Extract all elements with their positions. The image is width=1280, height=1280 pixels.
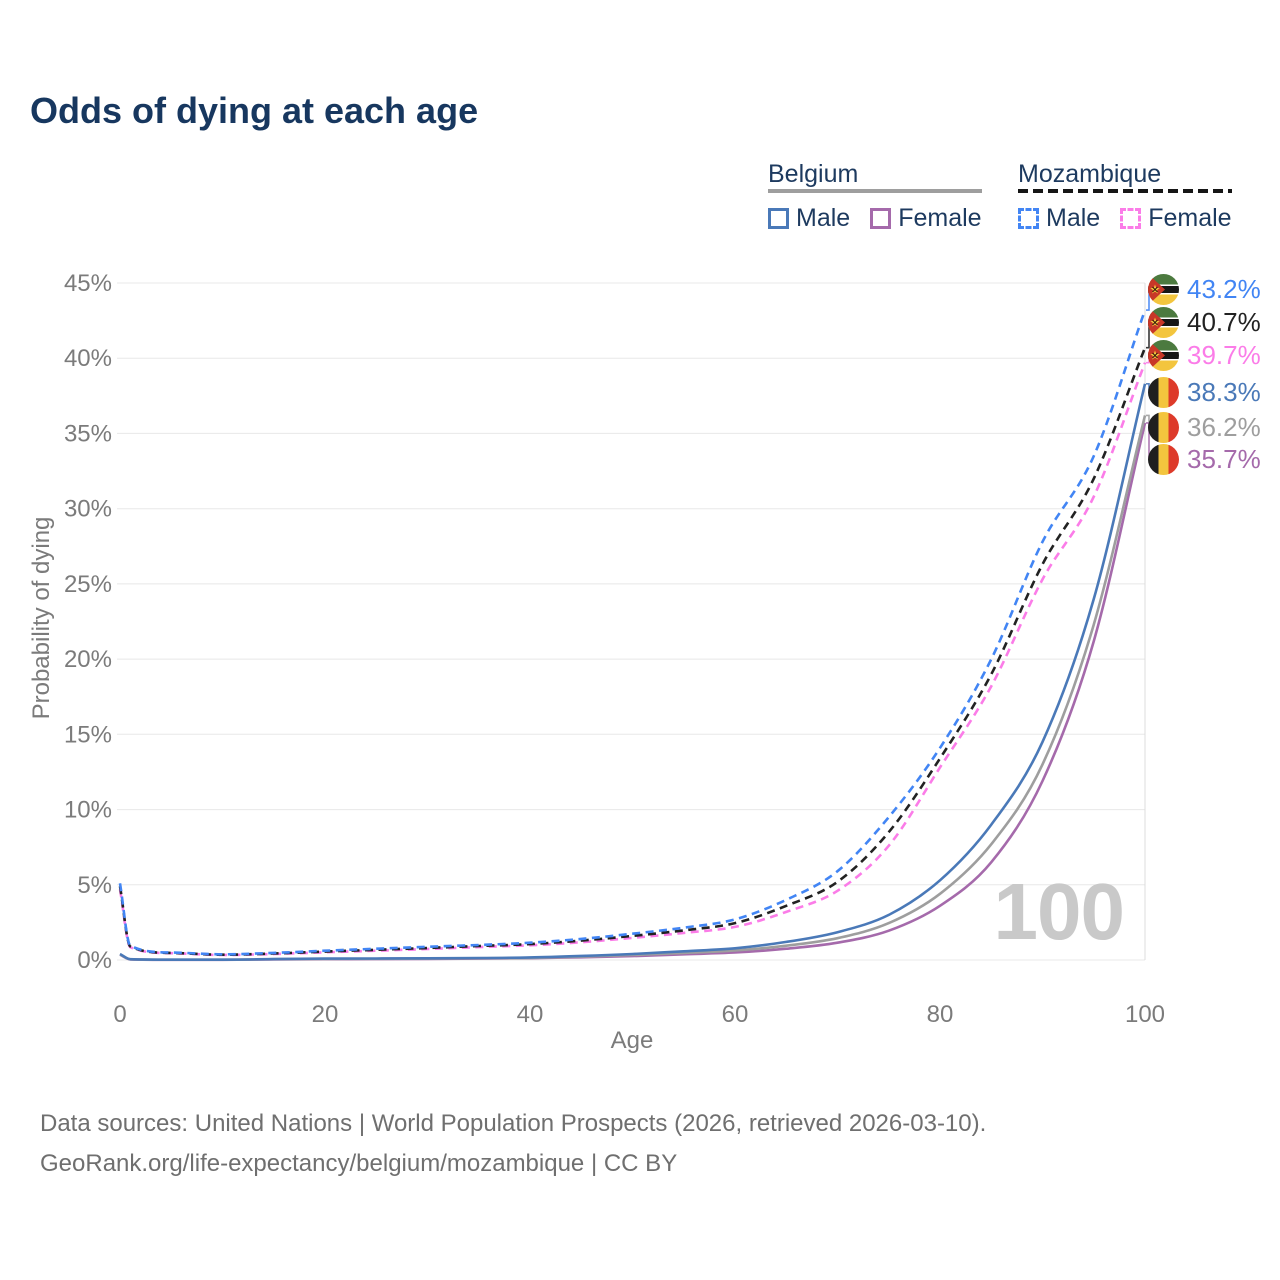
end-label-row: 40.7% <box>1148 306 1261 338</box>
y-tick-label: 5% <box>77 872 112 899</box>
belgium-flag-icon <box>1148 443 1179 475</box>
x-tick-label: 60 <box>722 1001 749 1028</box>
x-tick-label: 40 <box>517 1001 544 1028</box>
y-tick-label: 0% <box>77 947 112 974</box>
end-label-row: 38.3% <box>1148 376 1261 408</box>
curve-belgium-female <box>119 422 1147 962</box>
end-label-value: 40.7% <box>1187 306 1261 337</box>
belgium-flag-icon <box>1148 376 1179 408</box>
legend-item-belgium-male: Male <box>768 204 850 233</box>
end-label-value: 39.7% <box>1187 339 1261 370</box>
end-label-value: 36.2% <box>1187 411 1261 442</box>
legend-item-label: Female <box>898 204 982 232</box>
mozambique-male-swatch-icon <box>1018 208 1039 229</box>
x-tick-label: 100 <box>1125 1001 1165 1028</box>
y-tick-label: 40% <box>64 345 112 372</box>
mozambique-female-swatch-icon <box>1120 208 1142 229</box>
y-tick-label: 35% <box>64 420 112 447</box>
curve-mozambique-male <box>118 309 1147 956</box>
y-tick-label: 20% <box>64 646 112 673</box>
legend-items-belgium: Male Female <box>768 204 982 233</box>
data-sources-text: Data sources: United Nations | World Pop… <box>40 1110 987 1137</box>
legend-item-mozambique-male: Male <box>1018 204 1100 233</box>
legend-country-belgium: Belgium <box>768 160 859 188</box>
x-tick-label: 80 <box>927 1001 954 1028</box>
legend-item-label: Male <box>1046 204 1101 232</box>
x-tick-label: 20 <box>312 1001 339 1028</box>
legend-items-mozambique: Male Female <box>1018 204 1232 233</box>
x-axis-ticks: 0 20 40 60 80 100 <box>113 1001 1165 1028</box>
legend-country-mozambique: Mozambique <box>1018 160 1162 188</box>
y-tick-label: 30% <box>64 496 112 523</box>
legend-group-belgium: Belgium Male Female <box>768 160 982 233</box>
end-label-value: 35.7% <box>1187 443 1261 474</box>
end-label-row: 43.2% <box>1148 273 1261 305</box>
end-label-value: 38.3% <box>1187 376 1261 407</box>
gridlines <box>117 282 1146 961</box>
legend-item-label: Female <box>1148 204 1232 232</box>
legend-item-label: Male <box>796 204 851 232</box>
legend-item-mozambique-female: Female <box>1120 204 1232 233</box>
y-tick-label: 10% <box>64 797 112 824</box>
x-axis-title: Age <box>611 1027 654 1054</box>
belgium-female-swatch-icon <box>870 208 892 229</box>
legend-group-mozambique: Mozambique Male Female <box>1018 160 1232 233</box>
mozambique-flag-icon <box>1148 306 1179 338</box>
y-tick-label: 25% <box>64 571 112 598</box>
belgium-male-swatch-icon <box>768 208 789 229</box>
attribution-text: GeoRank.org/life-expectancy/belgium/moza… <box>40 1150 678 1177</box>
end-label-value: 43.2% <box>1187 273 1261 304</box>
mozambique-flag-icon <box>1148 339 1179 371</box>
y-tick-label: 45% <box>64 270 112 297</box>
curve-belgium-male <box>119 383 1147 961</box>
x-tick-label: 0 <box>113 1001 126 1028</box>
page-title: Odds of dying at each age <box>30 90 479 131</box>
y-axis-ticks: 0% 5% 10% 15% 20% 25% 30% 35% 40% 45% <box>64 270 112 974</box>
mozambique-flag-icon <box>1148 273 1179 305</box>
legend-item-belgium-female: Female <box>870 204 982 233</box>
age-counter-watermark: 100 <box>993 867 1125 956</box>
series-curves <box>118 309 1147 962</box>
end-label-row: 39.7% <box>1148 339 1261 371</box>
footer: Data sources: United Nations | World Pop… <box>40 1104 986 1184</box>
end-label-row: 35.7% <box>1148 443 1261 475</box>
belgium-flag-icon <box>1148 411 1179 443</box>
mozambique-line-style-swatch <box>1018 189 1232 193</box>
end-label-row: 36.2% <box>1148 411 1261 443</box>
belgium-line-style-swatch <box>768 189 982 193</box>
y-tick-label: 15% <box>64 721 112 748</box>
